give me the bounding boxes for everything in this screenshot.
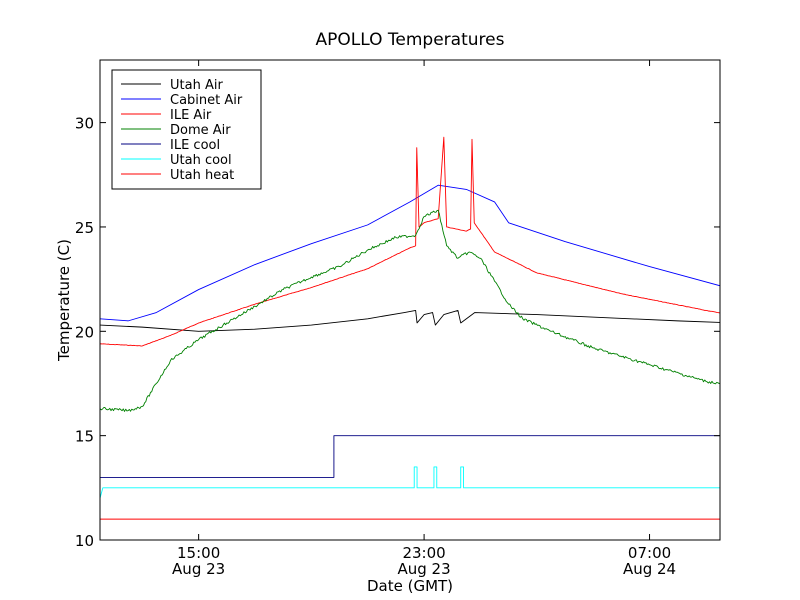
y-axis-label: Temperature (C) [55,239,73,362]
series-line-cabinet-air [100,184,720,322]
x-axis-label: Date (GMT) [367,577,453,595]
plot-area [100,136,720,520]
series-line-dome-air [100,209,720,412]
legend-label-ile-air: ILE Air [170,108,212,123]
x-tick-label-time: 23:00 [402,544,445,562]
legend-label-ile-cool: ILE cool [170,138,220,153]
y-tick-label: 15 [75,428,94,446]
x-tick-label-date: Aug 23 [172,560,225,578]
legend-label-utah-cool: Utah cool [170,153,232,168]
plot-frame [99,59,721,541]
series-line-ile-cool [100,435,720,478]
legend-label-utah-heat: Utah heat [170,168,234,183]
x-tick-label-time: 07:00 [628,544,671,562]
y-tick-label: 30 [75,115,94,133]
y-tick-label: 25 [75,219,94,237]
chart-title: APOLLO Temperatures [316,30,505,50]
series-line-ile-air [100,136,720,347]
x-tick-label-time: 15:00 [177,544,220,562]
x-tick-label-date: Aug 24 [623,560,676,578]
legend-label-dome-air: Dome Air [170,123,231,138]
legend-label-cabinet-air: Cabinet Air [170,93,243,108]
y-tick-label: 10 [75,532,94,550]
legend-label-utah-air: Utah Air [170,78,223,93]
series-line-utah-cool [100,466,720,499]
y-tick-label: 20 [75,323,94,341]
x-tick-label-date: Aug 23 [398,560,451,578]
series-line-utah-air [100,309,720,332]
